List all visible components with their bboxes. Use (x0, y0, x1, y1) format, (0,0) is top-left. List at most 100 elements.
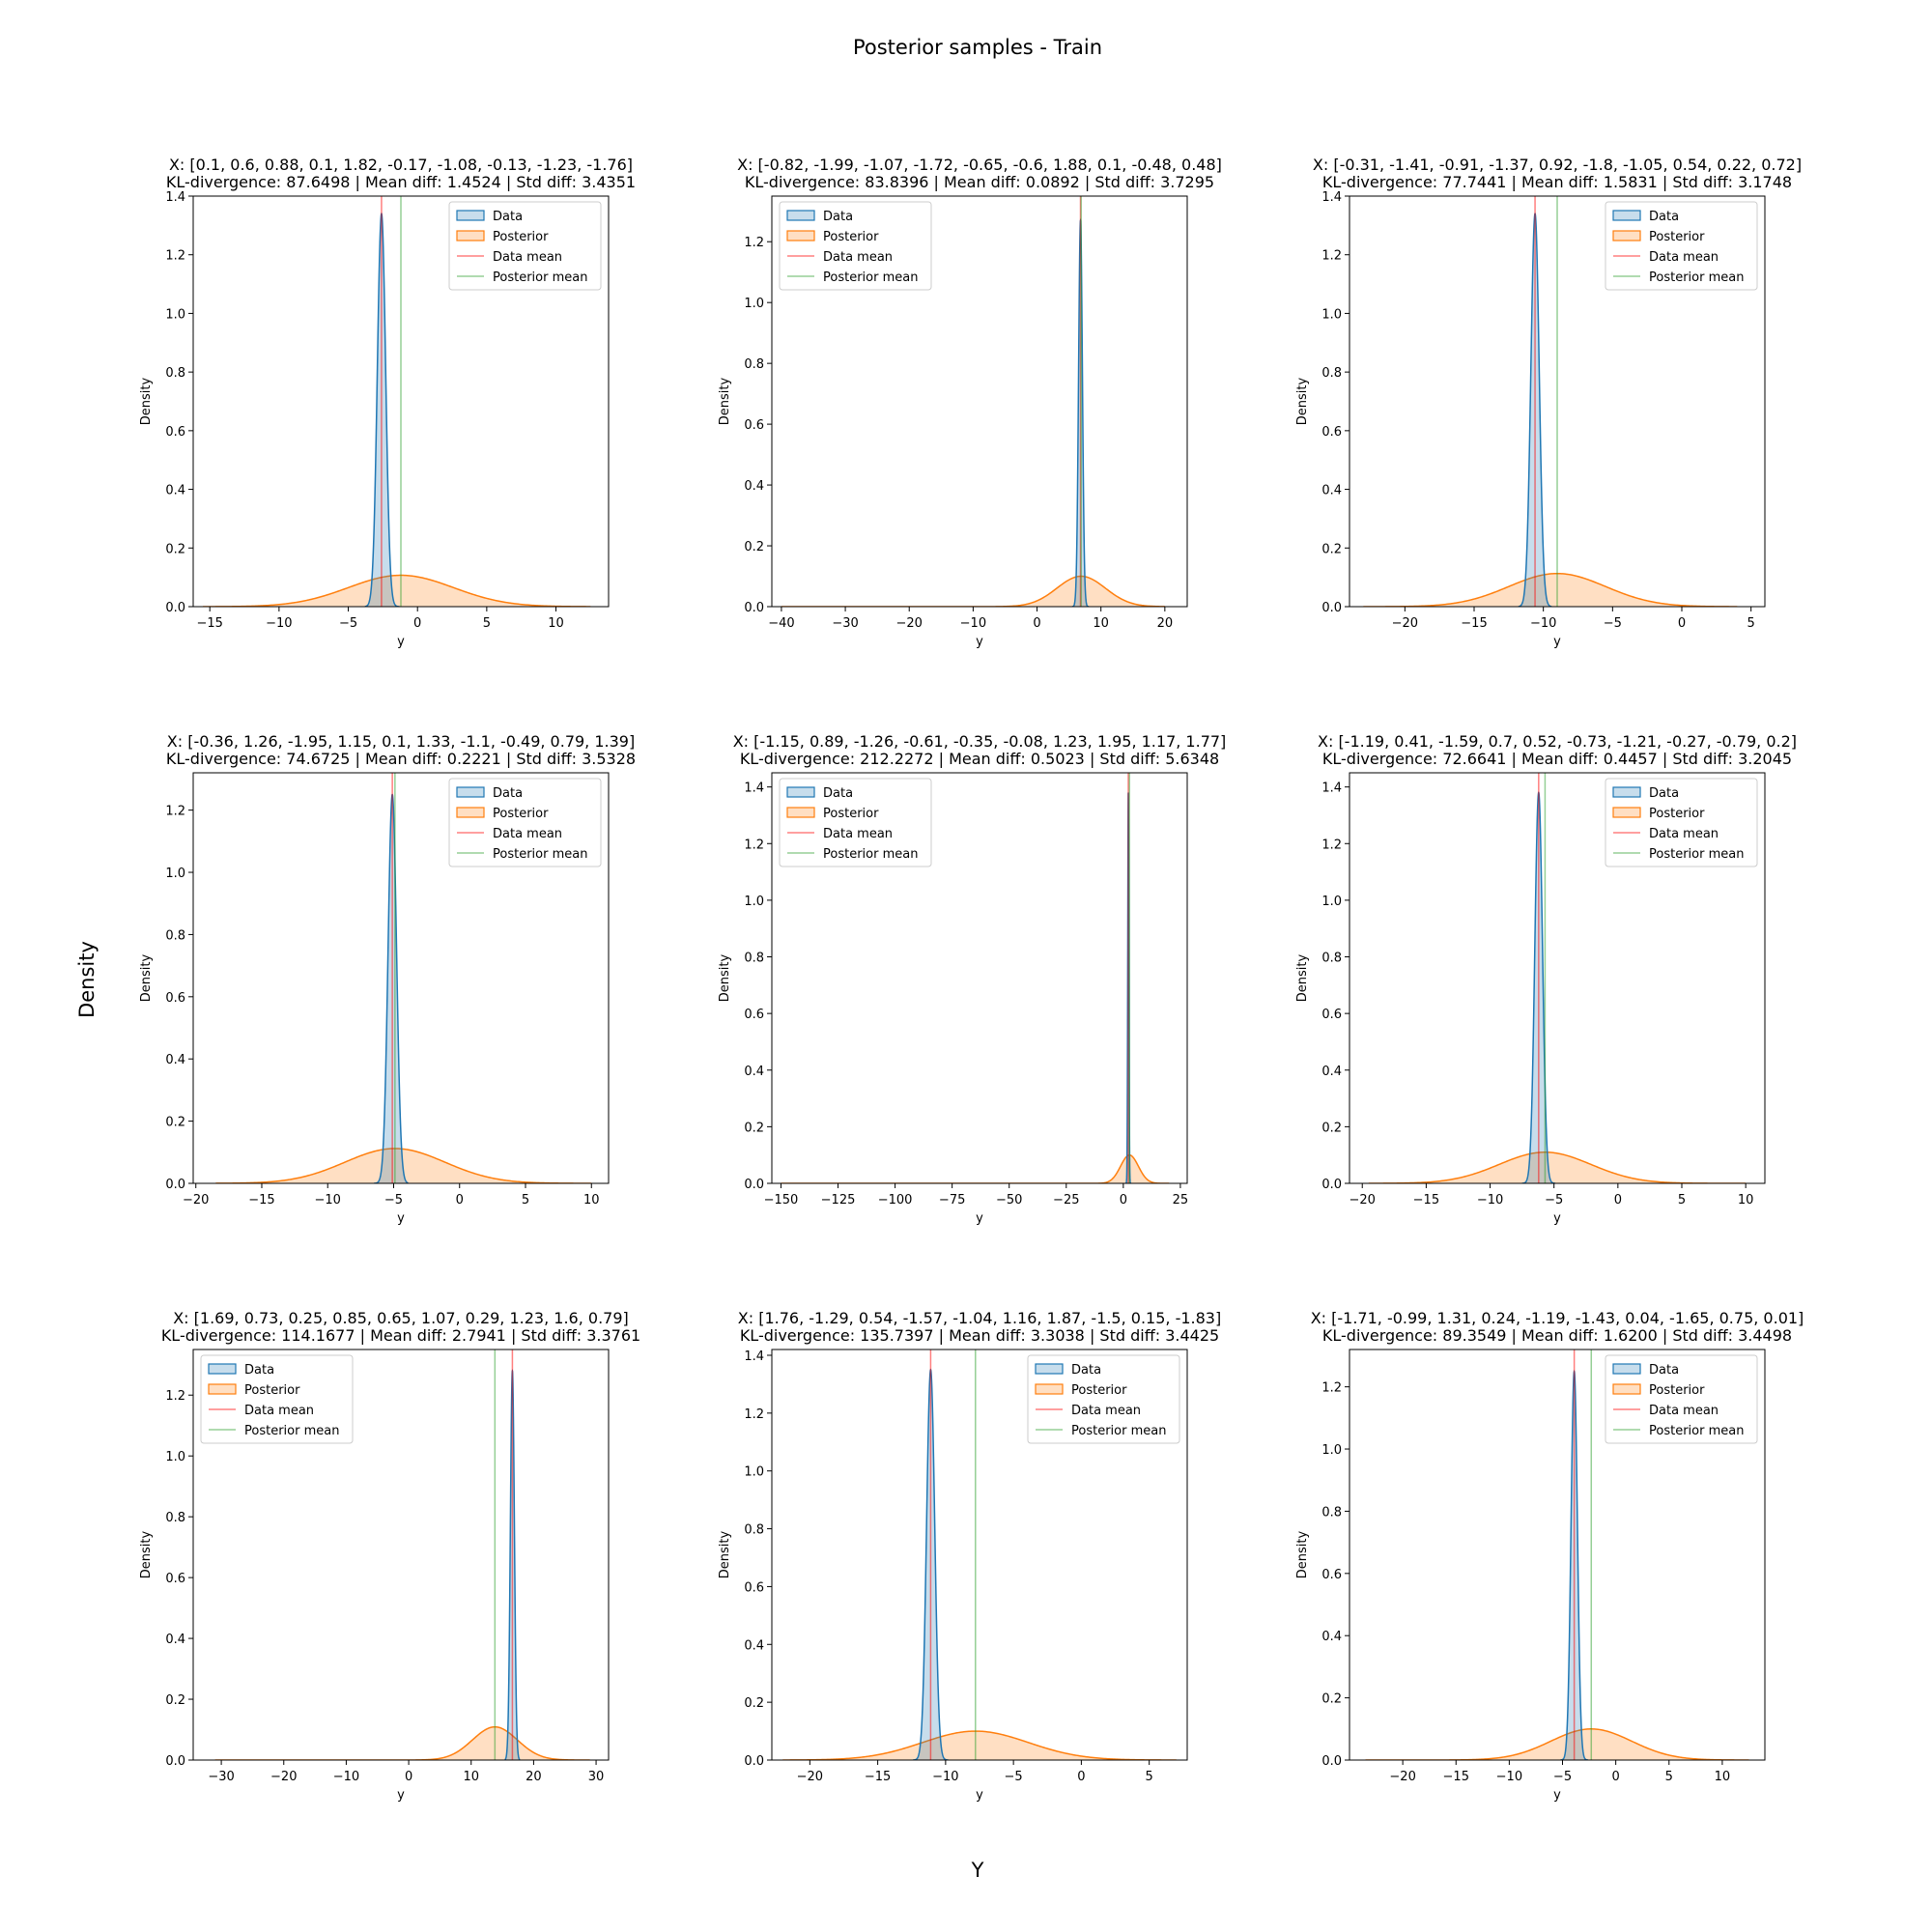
x-tick-label: 0 (405, 1770, 412, 1784)
subplot-title: X: [0.1, 0.6, 0.88, 0.1, 1.82, -0.17, -1… (169, 156, 633, 174)
posterior-density-fill (1363, 573, 1738, 607)
legend-swatch-posterior (208, 1383, 237, 1395)
legend-label: Data mean (1649, 1404, 1719, 1418)
legend-frame (779, 778, 932, 867)
legend-label: Posterior mean (823, 847, 918, 862)
subplot-9: X: [-1.71, -0.99, 1.31, 0.24, -1.19, -1.… (1295, 1309, 1804, 1803)
subplot-grid: X: [0.1, 0.6, 0.88, 0.1, 1.82, -0.17, -1… (139, 156, 1804, 1803)
x-tick-label: −20 (270, 1770, 297, 1784)
legend-label: Data mean (1071, 1404, 1141, 1418)
x-tick-label: −15 (1461, 616, 1487, 631)
legend-label: Data mean (823, 250, 893, 265)
legend-label: Data (493, 786, 523, 801)
x-tick-label: −50 (996, 1193, 1022, 1208)
legend: Data Posterior Data mean Posterior mean (448, 201, 602, 291)
y-tick-label: 0.2 (165, 1693, 185, 1708)
x-tick-label: −10 (266, 616, 292, 631)
legend-label: Posterior mean (493, 847, 587, 862)
x-tick-label: −150 (764, 1193, 799, 1208)
legend-label: Posterior mean (493, 270, 587, 285)
x-tick-label: −5 (384, 1193, 403, 1208)
x-tick-label: 25 (1173, 1193, 1189, 1208)
x-tick-label: −20 (896, 616, 923, 631)
y-tick-label: 0.0 (744, 1178, 764, 1192)
plot-area (782, 1350, 1177, 1760)
x-tick-label: 0 (1614, 1193, 1622, 1208)
y-tick-label: 1.4 (1321, 190, 1342, 205)
legend-label: Posterior mean (823, 270, 918, 285)
legend-swatch-posterior (456, 807, 485, 818)
legend-label: Posterior (493, 230, 549, 244)
x-tick-label: −100 (878, 1193, 913, 1208)
y-tick-label: 0.8 (744, 952, 764, 966)
y-tick-label: 0.0 (1321, 1754, 1342, 1769)
y-tick-label: 1.0 (744, 1465, 764, 1480)
y-tick-label: 0.4 (165, 484, 185, 498)
legend-label: Posterior (493, 807, 549, 821)
x-tick-label: 5 (522, 1193, 529, 1208)
y-axis-label: Density (139, 1530, 154, 1578)
x-tick-label: −15 (248, 1193, 274, 1208)
y-tick-label: 0.6 (744, 1580, 764, 1595)
y-tick-label: 1.4 (165, 190, 185, 205)
plot-area (215, 773, 592, 1183)
plot-area (781, 196, 1165, 607)
x-axis-label: y (976, 1211, 983, 1226)
y-tick-label: 0.8 (1321, 952, 1342, 966)
legend-swatch-data (1612, 786, 1641, 798)
y-tick-label: 0.2 (1321, 1692, 1342, 1707)
y-tick-label: 1.0 (744, 895, 764, 909)
x-tick-label: −10 (315, 1193, 341, 1208)
y-tick-label: 0.0 (165, 601, 185, 615)
axes-frame (771, 1349, 1188, 1761)
x-tick-label: −15 (196, 616, 222, 631)
x-tick-label: −10 (1477, 1193, 1503, 1208)
subplot-title: X: [1.69, 0.73, 0.25, 0.85, 0.65, 1.07, … (173, 1309, 629, 1327)
legend-label: Posterior (823, 230, 879, 244)
x-axis-label: y (976, 1788, 983, 1803)
figure-y-label: Density (75, 941, 99, 1018)
y-axis-label: Density (718, 1530, 732, 1578)
x-tick-label: −25 (1053, 1193, 1079, 1208)
y-tick-label: 1.0 (1321, 895, 1342, 909)
y-tick-label: 1.0 (1321, 1443, 1342, 1458)
subplot-6: X: [-1.19, 0.41, -1.59, 0.7, 0.52, -0.73… (1295, 732, 1797, 1226)
subplot-4: X: [-0.36, 1.26, -1.95, 1.15, 0.1, 1.33,… (139, 732, 636, 1226)
legend-label: Posterior mean (1071, 1424, 1166, 1438)
x-tick-label: −20 (797, 1770, 823, 1784)
legend-label: Data mean (1649, 250, 1719, 265)
axes-frame (1349, 772, 1766, 1184)
x-tick-label: −20 (1350, 1193, 1376, 1208)
legend-swatch-data (456, 786, 485, 798)
y-axis-label: Density (718, 953, 732, 1002)
subplot-3: X: [-0.31, -1.41, -0.91, -1.37, 0.92, -1… (1295, 156, 1802, 649)
x-tick-label: 5 (483, 616, 491, 631)
legend-swatch-posterior (1035, 1383, 1064, 1395)
data-density-curve (374, 793, 409, 1183)
legend-label: Posterior (823, 807, 879, 821)
y-tick-label: 0.2 (744, 1696, 764, 1711)
y-axis-label: Density (139, 953, 154, 1002)
legend: Data Posterior Data mean Posterior mean (1027, 1354, 1180, 1444)
x-axis-label: y (976, 635, 983, 649)
x-tick-label: −20 (1392, 616, 1418, 631)
legend: Data Posterior Data mean Posterior mean (200, 1354, 354, 1444)
legend-label: Data (1071, 1363, 1101, 1378)
legend-label: Data mean (823, 827, 893, 841)
x-tick-label: 10 (583, 1193, 600, 1208)
x-axis-label: y (1553, 1211, 1561, 1226)
y-tick-label: 1.2 (1321, 249, 1342, 264)
x-axis-label: y (397, 1788, 405, 1803)
x-tick-label: 0 (1678, 616, 1686, 631)
figure-title: Posterior samples - Train (853, 36, 1102, 59)
legend: Data Posterior Data mean Posterior mean (1605, 201, 1758, 291)
axes-frame (192, 195, 610, 608)
y-tick-label: 0.6 (165, 1572, 185, 1586)
x-tick-label: 0 (1077, 1770, 1085, 1784)
x-tick-label: 20 (526, 1770, 542, 1784)
x-tick-label: 20 (1157, 616, 1174, 631)
legend: Data Posterior Data mean Posterior mean (779, 778, 932, 867)
subplot-7: X: [1.69, 0.73, 0.25, 0.85, 0.65, 1.07, … (139, 1309, 640, 1803)
axes-frame (1349, 195, 1766, 608)
legend-swatch-posterior (1612, 230, 1641, 242)
